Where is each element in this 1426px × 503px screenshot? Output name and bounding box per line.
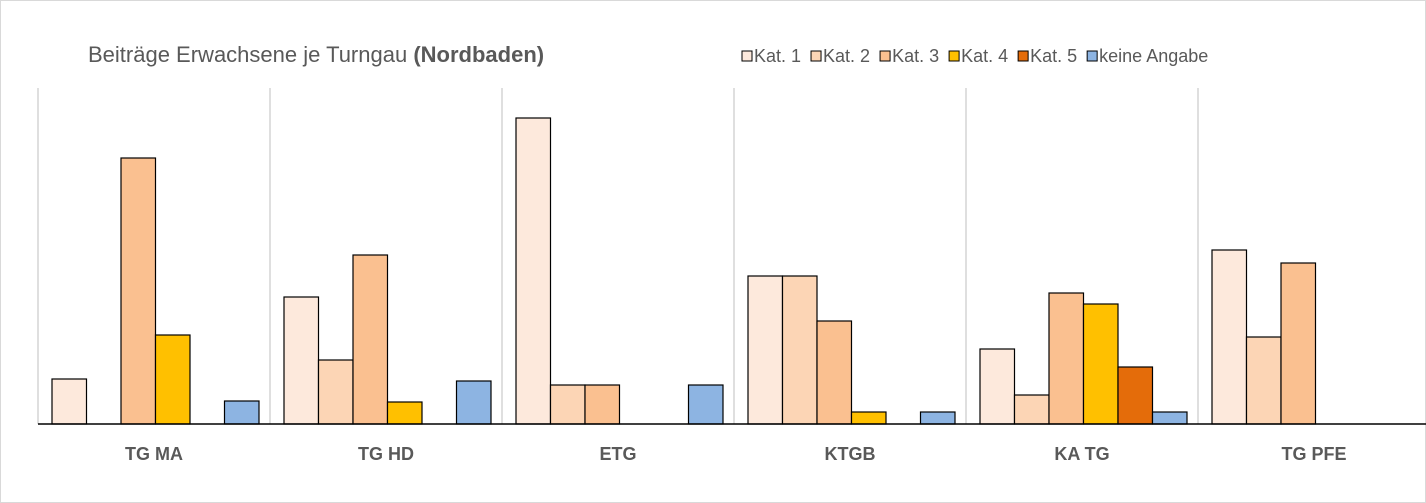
legend-label: Kat. 3 xyxy=(892,46,939,66)
bar xyxy=(687,384,724,425)
legend-swatch xyxy=(810,50,822,62)
bar xyxy=(1151,411,1188,425)
x-tick-label: KA TG xyxy=(1054,444,1109,464)
bar xyxy=(223,400,260,425)
x-tick-label: ETG xyxy=(599,444,636,464)
legend-label: keine Angabe xyxy=(1099,46,1208,66)
bar xyxy=(584,384,621,425)
title-text: Beiträge Erwachsene je Turngau xyxy=(88,42,407,67)
x-tick-label: TG PFE xyxy=(1281,444,1346,464)
bar xyxy=(352,254,389,425)
legend-label: Kat. 1 xyxy=(754,46,801,66)
chart-title: Beiträge Erwachsene je Turngau (Nordbade… xyxy=(88,42,544,67)
bar xyxy=(781,275,818,425)
legend-label: Kat. 5 xyxy=(1030,46,1077,66)
bar xyxy=(1211,249,1248,425)
bar xyxy=(386,401,423,425)
x-tick-label: KTGB xyxy=(825,444,876,464)
x-tick-label: TG MA xyxy=(125,444,183,464)
bar xyxy=(515,117,552,425)
bar xyxy=(120,157,157,425)
bar xyxy=(51,378,88,425)
legend-swatch xyxy=(1086,50,1098,62)
bar xyxy=(154,334,191,425)
x-tick-label: TG HD xyxy=(358,444,414,464)
legend-label: Kat. 4 xyxy=(961,46,1008,66)
bar xyxy=(1117,366,1154,425)
bar xyxy=(1013,394,1050,425)
bar xyxy=(1280,262,1317,425)
bar xyxy=(317,359,354,425)
legend-swatch xyxy=(1017,50,1029,62)
legend-swatch xyxy=(879,50,891,62)
bar xyxy=(1048,292,1085,425)
bar xyxy=(816,320,853,425)
bar xyxy=(979,348,1016,425)
bar xyxy=(455,380,492,425)
bar xyxy=(1082,303,1119,425)
legend-label: Kat. 2 xyxy=(823,46,870,66)
bar xyxy=(919,411,956,425)
legend-swatch xyxy=(741,50,753,62)
bar xyxy=(747,275,784,425)
bar xyxy=(549,384,586,425)
bar xyxy=(283,296,320,425)
title-emphasis: (Nordbaden) xyxy=(413,42,544,67)
bar xyxy=(1245,336,1282,425)
bar xyxy=(850,411,887,425)
legend-swatch xyxy=(948,50,960,62)
